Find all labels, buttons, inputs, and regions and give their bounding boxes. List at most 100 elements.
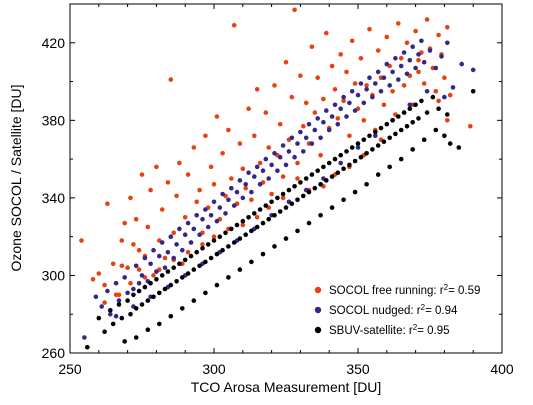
data-point — [283, 59, 289, 65]
data-point — [436, 106, 441, 111]
data-point — [318, 213, 323, 218]
data-point — [373, 81, 378, 86]
data-point — [329, 174, 335, 179]
data-point — [200, 246, 205, 251]
data-point — [260, 220, 266, 226]
data-point — [263, 203, 269, 208]
data-point — [203, 207, 208, 212]
data-point — [220, 191, 225, 197]
data-point — [358, 154, 364, 160]
data-point — [249, 228, 254, 234]
data-point — [154, 277, 159, 282]
data-point — [410, 44, 416, 49]
data-point — [125, 298, 130, 303]
data-point — [113, 292, 119, 298]
data-point — [151, 273, 156, 278]
data-point — [312, 110, 318, 115]
data-point — [387, 83, 393, 88]
data-point — [174, 279, 179, 284]
data-point — [424, 110, 430, 115]
data-point — [283, 205, 289, 210]
data-point — [237, 267, 243, 272]
data-point — [116, 302, 122, 307]
data-point — [217, 234, 223, 239]
data-point — [125, 265, 130, 271]
data-point — [344, 69, 349, 75]
data-point — [295, 197, 300, 203]
data-point — [99, 304, 104, 309]
data-point — [450, 85, 456, 90]
data-point — [355, 145, 361, 150]
data-point — [171, 265, 176, 271]
data-point — [375, 69, 381, 75]
data-point — [214, 114, 220, 119]
data-point — [102, 300, 107, 305]
data-point — [404, 123, 410, 129]
data-point — [396, 77, 401, 82]
legend-marker — [314, 326, 322, 334]
data-point — [341, 197, 346, 203]
data-point — [352, 158, 358, 164]
data-point — [269, 162, 274, 168]
data-point — [249, 189, 254, 195]
data-point — [185, 249, 191, 255]
data-point — [110, 321, 116, 327]
data-point — [182, 215, 188, 220]
data-point — [401, 83, 407, 88]
data-point — [407, 106, 413, 111]
data-point — [367, 26, 372, 32]
data-point — [266, 216, 272, 222]
data-point — [364, 83, 369, 88]
data-point — [312, 127, 318, 133]
data-point — [231, 240, 237, 245]
data-point — [139, 302, 145, 307]
data-point — [180, 275, 185, 280]
data-point — [381, 139, 387, 144]
data-point — [260, 168, 266, 173]
data-point — [148, 280, 153, 286]
data-point — [231, 203, 237, 208]
data-point — [185, 220, 191, 226]
data-point — [194, 213, 199, 218]
data-point — [185, 172, 191, 177]
data-point — [338, 152, 344, 158]
y-tick-label: 340 — [42, 190, 66, 206]
data-point — [352, 81, 358, 86]
data-point — [442, 133, 447, 139]
data-point — [229, 176, 234, 181]
data-point — [162, 286, 168, 292]
legend-item-nudged: SOCOL nudged: r2= 0.94 — [314, 303, 458, 317]
data-point — [413, 102, 418, 108]
data-point — [413, 28, 418, 34]
data-point — [257, 160, 263, 166]
data-point — [122, 220, 127, 226]
data-point — [272, 151, 277, 156]
data-point — [131, 292, 136, 298]
data-point — [361, 118, 367, 123]
data-point — [105, 201, 110, 206]
data-point — [211, 238, 217, 243]
data-point — [421, 137, 427, 142]
data-point — [445, 25, 450, 30]
data-point — [168, 77, 174, 82]
data-point — [358, 81, 364, 86]
series-free_running — [79, 7, 473, 305]
data-point — [289, 94, 295, 100]
data-point — [205, 224, 211, 230]
legend: SOCOL free running: r2= 0.59 SOCOL nudged… — [314, 283, 480, 337]
data-point — [203, 290, 208, 296]
data-point — [286, 187, 292, 193]
data-point — [119, 238, 125, 243]
data-point — [424, 17, 430, 22]
data-point — [249, 259, 254, 265]
y-tick-label: 300 — [42, 267, 66, 283]
data-point — [447, 141, 453, 146]
data-point — [407, 102, 413, 108]
data-point — [361, 100, 367, 106]
data-point — [326, 160, 332, 166]
data-point — [364, 151, 369, 156]
data-point — [378, 125, 384, 131]
data-point — [459, 61, 465, 67]
data-points — [79, 7, 476, 350]
data-point — [295, 160, 300, 166]
